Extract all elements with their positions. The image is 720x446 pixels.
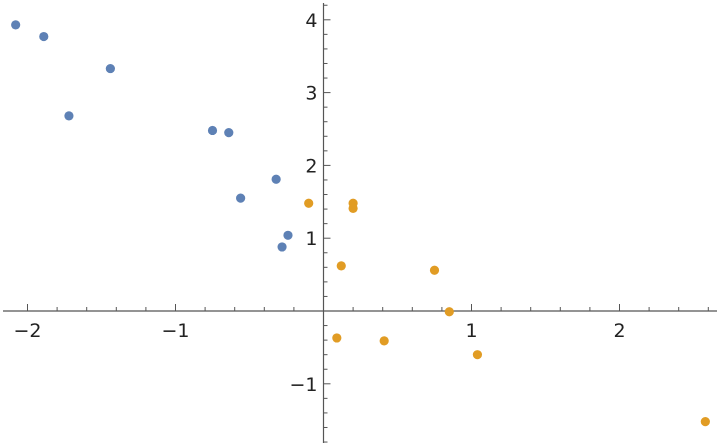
data-point-series-2 (332, 333, 342, 343)
data-point-series-2 (700, 417, 710, 427)
data-point-series-2 (444, 307, 454, 317)
x-tick-label: −1 (161, 320, 189, 342)
x-tick-label: −2 (13, 320, 41, 342)
data-point-series-2 (304, 198, 314, 208)
data-point-series-2 (348, 203, 358, 213)
data-point-series-1 (236, 193, 246, 203)
data-point-series-1 (64, 111, 74, 121)
data-point-series-1 (39, 31, 49, 42)
data-point-series-2 (379, 336, 389, 346)
data-point-series-1 (224, 128, 234, 138)
data-point-series-1 (277, 242, 287, 252)
y-tick-label: 4 (305, 10, 317, 32)
data-point-series-1 (207, 125, 218, 136)
data-point-series-2 (472, 350, 483, 360)
data-point-series-1 (105, 63, 115, 74)
data-point-series-1 (11, 20, 21, 30)
data-point-series-1 (283, 230, 293, 240)
data-point-series-2 (429, 265, 440, 275)
data-point-series-2 (336, 261, 346, 271)
x-tick-label: 1 (465, 320, 477, 342)
y-tick-label: 3 (305, 83, 317, 105)
x-tick-label: 2 (613, 320, 625, 342)
y-tick-label: −1 (289, 374, 317, 396)
y-tick-label: 2 (305, 155, 317, 177)
data-point-series-1 (271, 174, 281, 184)
y-tick-label: 1 (305, 228, 317, 250)
